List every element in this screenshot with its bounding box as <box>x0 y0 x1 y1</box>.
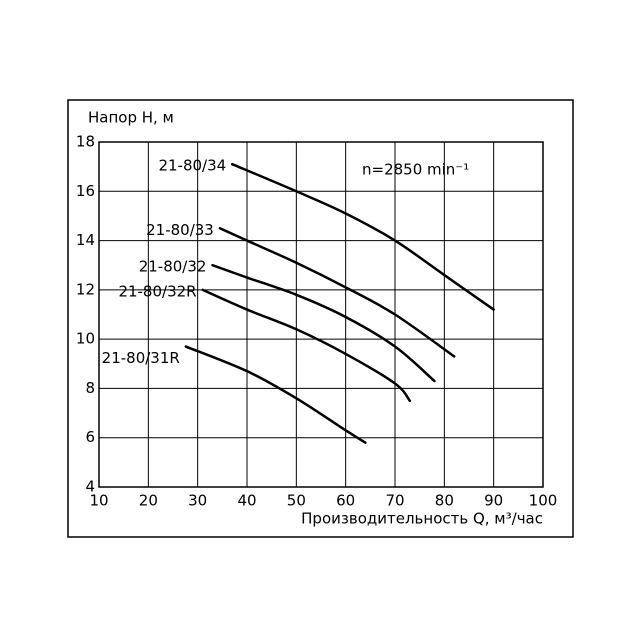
curve <box>218 227 456 358</box>
series-label: 21-80/32 <box>139 258 207 276</box>
x-tick-label: 10 <box>89 492 108 510</box>
y-tick-label: 12 <box>76 280 95 298</box>
curve <box>211 263 436 383</box>
x-tick-label: 30 <box>188 492 207 510</box>
series-label: 21-80/31R <box>102 349 180 367</box>
x-tick-label: 50 <box>287 492 306 510</box>
y-tick-label: 14 <box>76 231 95 249</box>
x-tick-label: 90 <box>484 492 503 510</box>
y-tick-label: 4 <box>85 478 95 496</box>
y-axis-label: Напор H, м <box>88 109 174 127</box>
x-tick-label: 80 <box>435 492 454 510</box>
x-tick-label: 100 <box>529 492 558 510</box>
y-tick-label: 18 <box>76 133 95 151</box>
x-axis-label: Производительность Q, м³/час <box>301 510 543 528</box>
series-label: 21-80/33 <box>146 221 214 239</box>
x-tick-label: 40 <box>237 492 256 510</box>
annotation: n=2850 min⁻¹ <box>362 161 469 179</box>
y-tick-label: 6 <box>85 428 95 446</box>
curve <box>184 345 367 444</box>
y-tick-label: 8 <box>85 379 95 397</box>
x-tick-label: 20 <box>139 492 158 510</box>
y-tick-label: 10 <box>76 330 95 348</box>
x-tick-label: 60 <box>336 492 355 510</box>
plot-area <box>98 141 544 488</box>
x-tick-label: 70 <box>385 492 404 510</box>
series-label: 21-80/32R <box>118 282 196 300</box>
curve <box>230 162 495 311</box>
frame <box>67 99 574 538</box>
y-tick-label: 16 <box>76 182 95 200</box>
series-label: 21-80/34 <box>158 157 226 175</box>
curve <box>201 288 412 402</box>
